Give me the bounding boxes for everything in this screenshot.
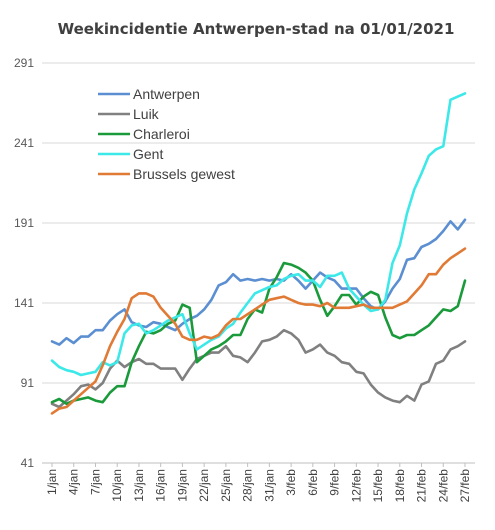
- y-tick-label: 141: [14, 296, 34, 310]
- y-tick-label: 291: [14, 56, 34, 70]
- x-tick-label: 4/jan: [67, 469, 81, 495]
- x-tick-label: 1/jan: [45, 469, 59, 495]
- legend-label-antwerpen: Antwerpen: [133, 86, 200, 102]
- series-line-gent: [50, 92, 467, 377]
- series-line-brussels-gewest: [50, 247, 467, 415]
- chart-title: Weekincidentie Antwerpen-stad na 01/01/2…: [58, 20, 455, 38]
- legend-label-luik: Luik: [133, 106, 160, 122]
- x-tick-label: 6/feb: [306, 469, 320, 496]
- y-tick-label: 41: [21, 456, 35, 470]
- series-line-luik: [50, 328, 467, 409]
- x-tick-label: 22/jan: [197, 469, 211, 502]
- x-tick-label: 13/jan: [132, 469, 146, 502]
- x-tick-label: 28/jan: [241, 469, 255, 502]
- series-line-charleroi: [50, 261, 467, 406]
- y-axis-tick-labels: 41 91 141 191 241 291: [14, 56, 34, 470]
- x-tick-label: 18/feb: [393, 469, 407, 503]
- x-tick-label: 25/jan: [219, 469, 233, 502]
- x-tick-label: 27/feb: [458, 469, 472, 503]
- x-tick-label: 9/feb: [328, 469, 342, 496]
- series-line-antwerpen: [50, 218, 467, 346]
- x-tick-label: 10/jan: [110, 469, 124, 502]
- x-axis-tick-labels: 1/jan 4/jan 7/jan 10/jan 13/jan 16/jan 19/jan 2…: [45, 463, 472, 502]
- x-tick-label: 16/jan: [154, 469, 168, 502]
- legend: Antwerpen Luik Charleroi Gent Brussels gewes…: [98, 86, 235, 182]
- x-tick-label: 24/feb: [436, 469, 450, 503]
- x-tick-label: 3/feb: [284, 469, 298, 496]
- x-tick-label: 19/jan: [175, 469, 189, 502]
- x-tick-label: 31/jan: [262, 469, 276, 502]
- y-tick-label: 241: [14, 136, 34, 150]
- x-tick-label: 21/feb: [415, 469, 429, 503]
- x-tick-label: 12/feb: [349, 469, 363, 503]
- x-tick-label: 7/jan: [88, 469, 102, 495]
- x-tick-label: 15/feb: [371, 469, 385, 503]
- y-tick-label: 191: [14, 216, 34, 230]
- legend-label-gent: Gent: [133, 146, 163, 162]
- y-tick-label: 91: [21, 376, 35, 390]
- gridlines: [42, 62, 475, 464]
- legend-label-brussels-gewest: Brussels gewest: [133, 166, 235, 182]
- series-lines: [50, 92, 467, 415]
- legend-label-charleroi: Charleroi: [133, 126, 190, 142]
